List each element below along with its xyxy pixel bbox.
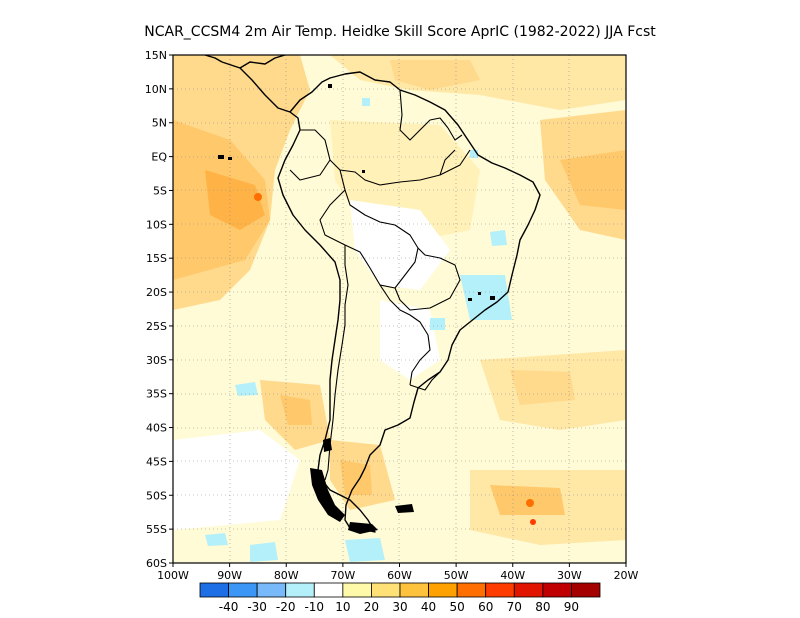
lat-tick-label: 15N xyxy=(145,49,167,62)
colorbar-label: -30 xyxy=(247,600,267,614)
skill-field xyxy=(173,55,626,562)
colorbar-label: 80 xyxy=(535,600,550,614)
colorbar-swatch xyxy=(313,582,344,598)
lat-tick-label: EQ xyxy=(151,151,167,164)
colorbar-label: 70 xyxy=(507,600,522,614)
coastline xyxy=(204,55,541,533)
central-america-outline xyxy=(204,55,286,69)
colorbar-swatch xyxy=(371,582,401,598)
latitude-axis: 15N 10N 5N EQ 5S 10S 15S 20S 25S 30S 35S 40S 45S 50S 5… xyxy=(145,49,173,570)
plot-area xyxy=(173,55,626,563)
lat-tick-label: 30S xyxy=(146,354,167,367)
negative-skill-patches xyxy=(205,98,512,562)
colorbar-swatch xyxy=(513,582,544,598)
colorbar-swatch xyxy=(228,582,258,598)
lat-tick-label: 10N xyxy=(145,83,167,96)
colorbar-swatch xyxy=(199,582,229,598)
south-america-outline xyxy=(221,61,541,533)
skill-region-caribbean-east xyxy=(390,60,480,90)
colorbar-swatch xyxy=(256,582,287,598)
colorbar-swatch xyxy=(399,582,429,598)
lon-tick-label: 40W xyxy=(500,569,525,582)
lon-tick-label: 100W xyxy=(157,569,189,582)
colorbar-label: 60 xyxy=(478,600,493,614)
lat-tick-label: 55S xyxy=(146,523,167,536)
longitude-axis: 100W 90W 80W 70W 60W 50W 40W 30W 20W xyxy=(157,563,639,582)
lat-tick-label: 45S xyxy=(146,455,167,468)
lat-tick-label: 40S xyxy=(146,422,167,435)
lat-tick-label: 25S xyxy=(146,320,167,333)
colorbar-swatch xyxy=(285,582,315,598)
lat-tick-label: 50S xyxy=(146,489,167,502)
lat-tick-label: 60S xyxy=(146,557,167,570)
lat-tick-label: 20S xyxy=(146,286,167,299)
colorbar-label: 50 xyxy=(450,600,465,614)
lat-tick-label: 10S xyxy=(146,218,167,231)
colorbar-swatch xyxy=(542,582,572,598)
colorbar-label: -20 xyxy=(276,600,296,614)
lat-tick-label: 5S xyxy=(153,184,167,197)
lon-tick-label: 20W xyxy=(614,569,639,582)
lon-tick-label: 70W xyxy=(330,569,355,582)
country-borders xyxy=(289,89,471,481)
colorbar-label: 90 xyxy=(564,600,579,614)
colorbar-swatch xyxy=(342,582,372,598)
skill-region-patagonia-core xyxy=(340,460,372,495)
colorbar-label: 40 xyxy=(421,600,436,614)
lon-tick-label: 60W xyxy=(387,569,412,582)
islands xyxy=(218,84,495,534)
colorbar-label: 20 xyxy=(364,600,379,614)
skill-region-pacific-hot xyxy=(205,170,265,230)
lon-tick-label: 50W xyxy=(444,569,469,582)
skill-region-atlantic-east-core xyxy=(560,150,626,210)
colorbar-label: 10 xyxy=(335,600,350,614)
lon-tick-label: 30W xyxy=(557,569,582,582)
colorbar-swatch xyxy=(456,582,487,598)
colorbar-swatch xyxy=(428,582,458,598)
colorbar-swatch xyxy=(571,582,601,598)
skill-region-pacific-south-core xyxy=(280,395,312,425)
colorbar-label: -40 xyxy=(219,600,239,614)
colorbar-swatch xyxy=(485,582,515,598)
colorbar-label: -10 xyxy=(304,600,324,614)
lon-tick-label: 90W xyxy=(217,569,242,582)
lon-tick-label: 80W xyxy=(274,569,299,582)
colorbar: -40 -30 -20 -10 10 20 30 40 50 60 70 80 90 xyxy=(199,582,601,614)
lat-tick-label: 5N xyxy=(152,117,167,130)
lat-tick-label: 35S xyxy=(146,388,167,401)
skill-region-white-interior xyxy=(350,200,450,290)
lat-tick-label: 15S xyxy=(146,252,167,265)
map-title: NCAR_CCSM4 2m Air Temp. Heidke Skill Sco… xyxy=(144,24,656,40)
skill-region-south-atlantic-core xyxy=(510,370,575,405)
skill-region-white-south-pacific xyxy=(173,430,300,530)
colorbar-label: 30 xyxy=(392,600,407,614)
